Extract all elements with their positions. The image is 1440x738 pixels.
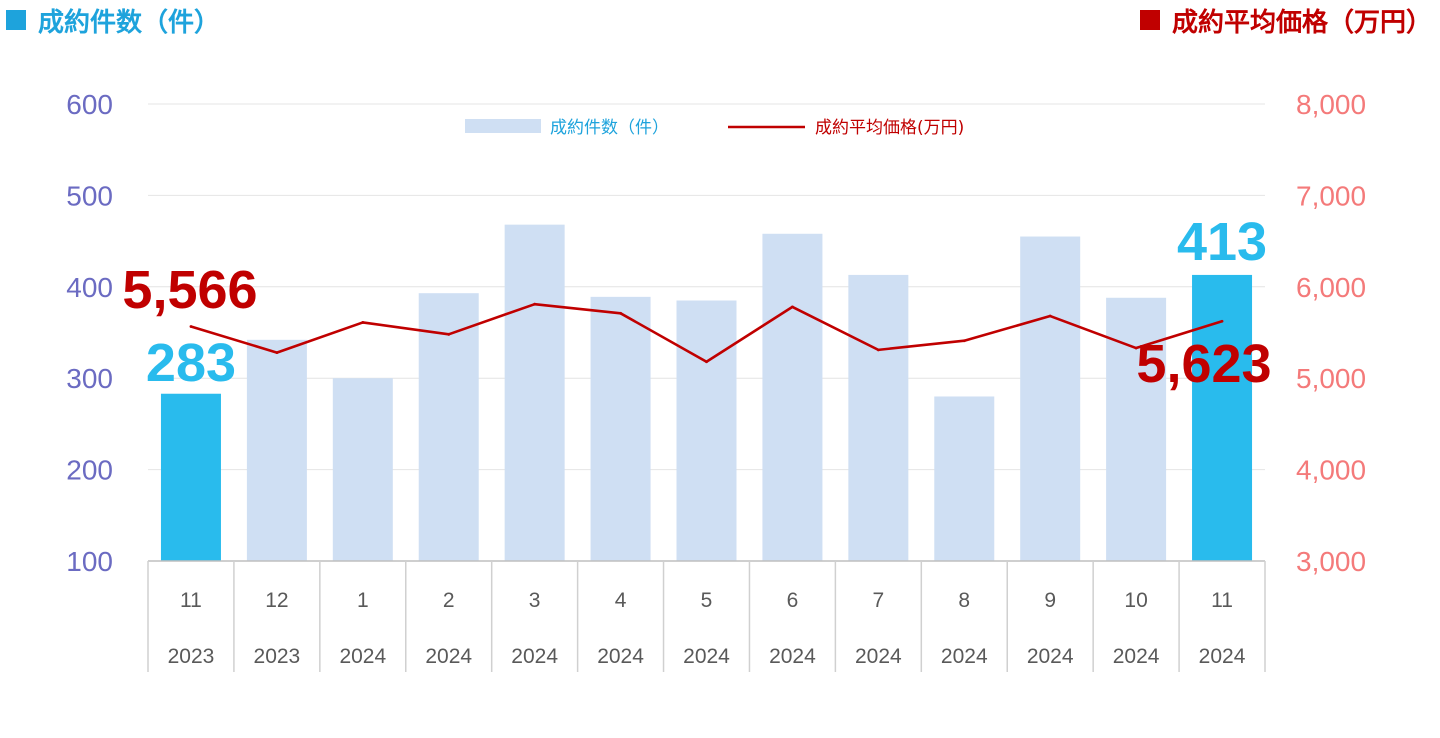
right-y-tick: 4,000 bbox=[1296, 455, 1366, 486]
x-tick-month: 4 bbox=[615, 589, 627, 612]
square-icon bbox=[1139, 10, 1160, 30]
legend-bar-swatch bbox=[465, 119, 541, 133]
left-axis-header: 成約件数（件） bbox=[6, 2, 220, 39]
x-tick-month: 12 bbox=[265, 589, 288, 612]
left-y-tick: 600 bbox=[66, 89, 113, 120]
data-label-line-last: 5,623 bbox=[1136, 334, 1271, 394]
x-tick-month: 11 bbox=[1211, 589, 1233, 612]
line-point bbox=[533, 302, 537, 306]
x-tick-month: 8 bbox=[958, 589, 970, 612]
left-y-tick: 100 bbox=[66, 546, 113, 577]
legend-line-label: 成約平均価格(万円) bbox=[815, 118, 964, 138]
data-label-bar-last: 413 bbox=[1177, 212, 1267, 272]
x-tick-month: 9 bbox=[1044, 589, 1056, 612]
x-tick-month: 7 bbox=[873, 589, 885, 612]
bar bbox=[418, 293, 479, 561]
x-tick-year: 2024 bbox=[339, 645, 386, 668]
line-point bbox=[1220, 319, 1224, 323]
bar bbox=[676, 300, 737, 561]
x-tick-year: 2024 bbox=[855, 645, 902, 668]
line-point bbox=[705, 360, 708, 364]
x-tick-year: 2024 bbox=[511, 645, 558, 668]
x-tick-year: 2024 bbox=[1027, 645, 1074, 668]
bar bbox=[160, 393, 221, 561]
x-tick-month: 5 bbox=[701, 589, 713, 612]
left-axis-header-label: 成約件数（件） bbox=[38, 8, 221, 38]
bar bbox=[1020, 236, 1081, 561]
left-y-tick: 300 bbox=[66, 363, 113, 394]
bar bbox=[848, 274, 909, 561]
bar bbox=[332, 378, 393, 561]
x-tick-year: 2024 bbox=[941, 645, 988, 668]
left-y-tick: 500 bbox=[66, 180, 113, 211]
line-point bbox=[1134, 346, 1138, 350]
x-tick-year: 2024 bbox=[425, 645, 472, 668]
right-y-tick: 5,000 bbox=[1296, 363, 1366, 394]
data-label-line-first: 5,566 bbox=[122, 260, 257, 320]
bar bbox=[590, 296, 651, 561]
x-tick-year: 2023 bbox=[168, 645, 215, 668]
left-y-tick: 400 bbox=[66, 272, 113, 303]
right-y-tick: 3,000 bbox=[1296, 546, 1366, 577]
right-y-tick: 7,000 bbox=[1296, 180, 1366, 211]
bar bbox=[934, 396, 995, 561]
x-tick-month: 2 bbox=[443, 589, 455, 612]
x-tick-year: 2024 bbox=[1199, 645, 1246, 668]
bar bbox=[1192, 274, 1253, 561]
line-point bbox=[791, 305, 794, 309]
line-point bbox=[361, 321, 365, 324]
bar bbox=[504, 224, 565, 561]
x-tick-year: 2024 bbox=[1113, 645, 1160, 668]
data-label-bar-first: 283 bbox=[146, 333, 236, 393]
line-point bbox=[275, 351, 279, 355]
line-point bbox=[876, 348, 880, 352]
x-tick-month: 10 bbox=[1124, 589, 1147, 612]
left-y-tick: 200 bbox=[66, 455, 113, 486]
right-y-tick: 8,000 bbox=[1296, 89, 1366, 120]
bar bbox=[762, 233, 823, 561]
line-point bbox=[962, 339, 966, 343]
x-tick-month: 1 bbox=[357, 589, 369, 612]
line-point bbox=[619, 311, 622, 315]
square-icon bbox=[6, 10, 26, 30]
bar bbox=[246, 339, 307, 561]
x-tick-month: 11 bbox=[180, 589, 202, 612]
right-axis-header-label: 成約平均価格（万円） bbox=[1171, 8, 1432, 38]
x-tick-year: 2024 bbox=[597, 645, 644, 668]
x-tick-year: 2023 bbox=[254, 645, 301, 668]
line-point bbox=[189, 325, 193, 328]
line-point bbox=[447, 332, 451, 336]
legend-bar-label: 成約件数（件） bbox=[550, 118, 669, 138]
x-tick-month: 3 bbox=[529, 589, 541, 612]
right-y-tick: 6,000 bbox=[1296, 272, 1366, 303]
x-tick-year: 2024 bbox=[683, 645, 730, 668]
right-axis-header: 成約平均価格（万円） bbox=[1139, 2, 1432, 39]
x-tick-year: 2024 bbox=[769, 645, 816, 668]
line-point bbox=[1048, 314, 1052, 318]
x-tick-month: 6 bbox=[787, 589, 799, 612]
